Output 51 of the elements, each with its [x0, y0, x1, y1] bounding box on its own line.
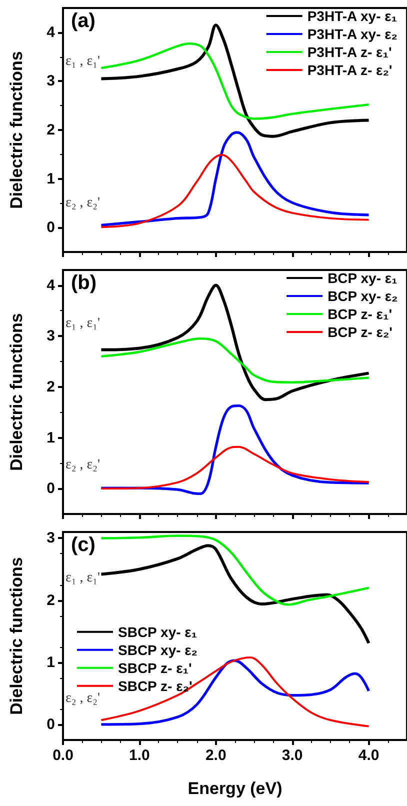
line-series: [100, 154, 370, 228]
line-series: [100, 131, 370, 226]
y-axis-title: Dielectric functions: [7, 313, 26, 471]
legend-label: SBCP z- ε₂': [118, 678, 192, 694]
chart-title: (c): [71, 534, 96, 556]
legend-label: SBCP xy- ε₂: [118, 642, 198, 658]
chart-title: (b): [71, 272, 97, 294]
annotation: ε₂ , ε₂': [65, 458, 100, 473]
x-tick-label: 2.0: [205, 747, 226, 764]
y-tick-label: 4: [46, 24, 56, 41]
y-tick-label: 1: [46, 170, 55, 188]
legend-label: BCP xy- ε₂: [328, 288, 398, 304]
x-tick-label: 4.0: [358, 747, 380, 764]
y-axis-title: Dielectric functions: [7, 51, 26, 209]
y-tick-label: 1: [46, 654, 55, 671]
x-tick-label: 1.0: [129, 747, 150, 764]
annotation: ε₁ , ε₁': [65, 54, 100, 70]
legend-label: P3HT-A xy- ε₂: [307, 26, 398, 42]
legend-label: SBCP xy- ε₁: [118, 624, 198, 640]
legend-label: P3HT-A z- ε₁': [307, 44, 392, 60]
y-tick-label: 3: [46, 328, 55, 345]
y-tick-label: 3: [46, 72, 55, 90]
annotation: ε₁ , ε₁': [65, 570, 100, 586]
y-tick-label: 2: [46, 378, 55, 396]
x-axis-title: Energy (eV): [188, 779, 282, 798]
line-series: [100, 534, 370, 606]
annotation: ε₂ , ε₂': [65, 690, 100, 706]
annotation: ε₂ , ε₂': [65, 196, 100, 211]
y-tick-label: 4: [46, 276, 56, 294]
y-tick-label: 1: [46, 429, 55, 446]
y-tick-label: 3: [46, 530, 55, 547]
x-tick-label: 0.0: [52, 747, 74, 764]
y-tick-label: 2: [46, 122, 55, 138]
line-series: [100, 337, 370, 384]
line-series: [100, 42, 370, 120]
y-tick-label: 0: [46, 716, 55, 733]
y-tick-label: 0: [46, 480, 55, 498]
x-tick-label: 3.0: [282, 747, 303, 764]
legend-label: BCP z- ε₂': [328, 324, 393, 340]
y-tick-label: 0: [46, 219, 55, 236]
y-tick-label: 2: [46, 592, 55, 609]
legend-label: P3HT-A z- ε₂': [307, 62, 392, 78]
legend-label: BCP xy- ε₁: [328, 270, 398, 286]
annotation: ε₁ , ε₁': [65, 316, 100, 332]
y-axis-title: Dielectric functions: [7, 557, 26, 715]
legend-label: P3HT-A xy- ε₁: [307, 8, 398, 24]
line-series: [100, 446, 370, 490]
chart-title: (a): [71, 10, 96, 32]
line-series: [100, 544, 370, 645]
legend-label: BCP z- ε₁': [328, 306, 392, 322]
legend-label: SBCP z- ε₁': [118, 660, 192, 676]
